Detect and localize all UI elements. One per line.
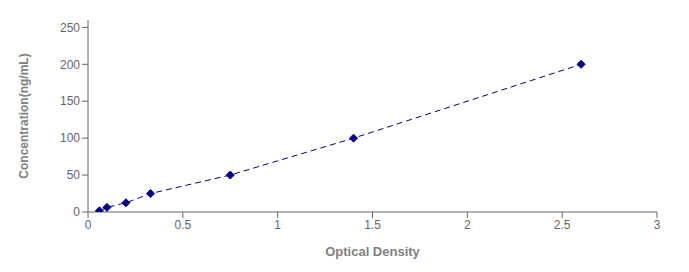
svg-text:1.5: 1.5 (364, 218, 381, 232)
svg-text:0: 0 (73, 205, 80, 219)
svg-text:Concentration(ng/mL): Concentration(ng/mL) (17, 53, 31, 178)
svg-text:250: 250 (60, 21, 80, 35)
svg-text:1: 1 (274, 218, 281, 232)
svg-text:2: 2 (464, 218, 471, 232)
svg-text:100: 100 (60, 131, 80, 145)
svg-text:3: 3 (654, 218, 661, 232)
svg-text:0: 0 (85, 218, 92, 232)
svg-text:Optical Density: Optical Density (325, 244, 420, 259)
svg-text:50: 50 (67, 168, 81, 182)
svg-text:2.5: 2.5 (554, 218, 571, 232)
svg-text:200: 200 (60, 58, 80, 72)
svg-text:150: 150 (60, 94, 80, 108)
svg-text:0.5: 0.5 (174, 218, 191, 232)
